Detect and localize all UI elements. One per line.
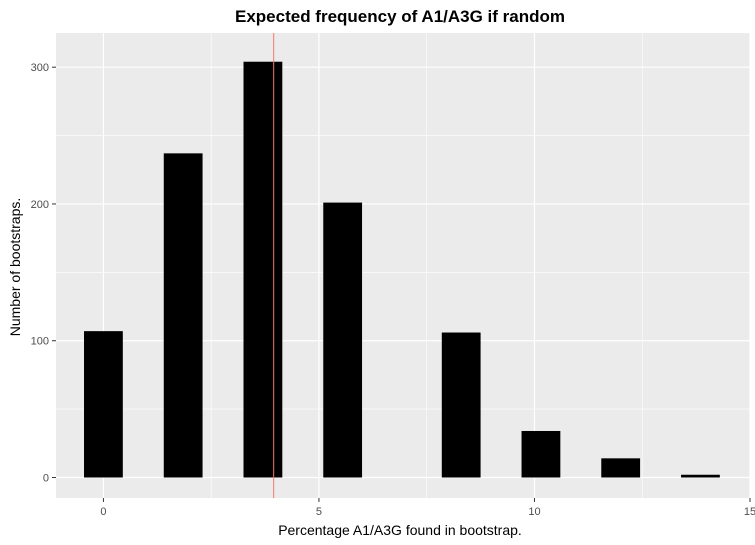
y-axis-title: Number of bootstraps. — [7, 198, 23, 337]
x-tick-label: 10 — [528, 506, 540, 518]
x-tick-label: 15 — [744, 506, 755, 518]
chart-title: Expected frequency of A1/A3G if random — [235, 7, 565, 26]
bar — [243, 61, 283, 478]
bar — [84, 331, 123, 478]
bars — [84, 61, 720, 478]
bar — [163, 153, 203, 478]
y-tick-label: 0 — [43, 472, 49, 484]
bar — [521, 430, 561, 478]
bar — [601, 458, 641, 478]
x-tick-label: 5 — [316, 506, 322, 518]
y-tick-label: 200 — [31, 199, 49, 211]
bar — [681, 474, 720, 478]
x-tick-label: 0 — [100, 506, 106, 518]
bar — [323, 202, 363, 478]
x-axis-title: Percentage A1/A3G found in bootstrap. — [278, 522, 522, 538]
grid-lines — [56, 33, 751, 498]
y-tick-label: 100 — [31, 336, 49, 348]
bar — [441, 332, 481, 478]
y-tick-label: 300 — [31, 62, 49, 74]
axis-ticks: 0 100 200 300 0 5 10 15 — [31, 62, 755, 518]
plot-panel — [56, 33, 750, 498]
